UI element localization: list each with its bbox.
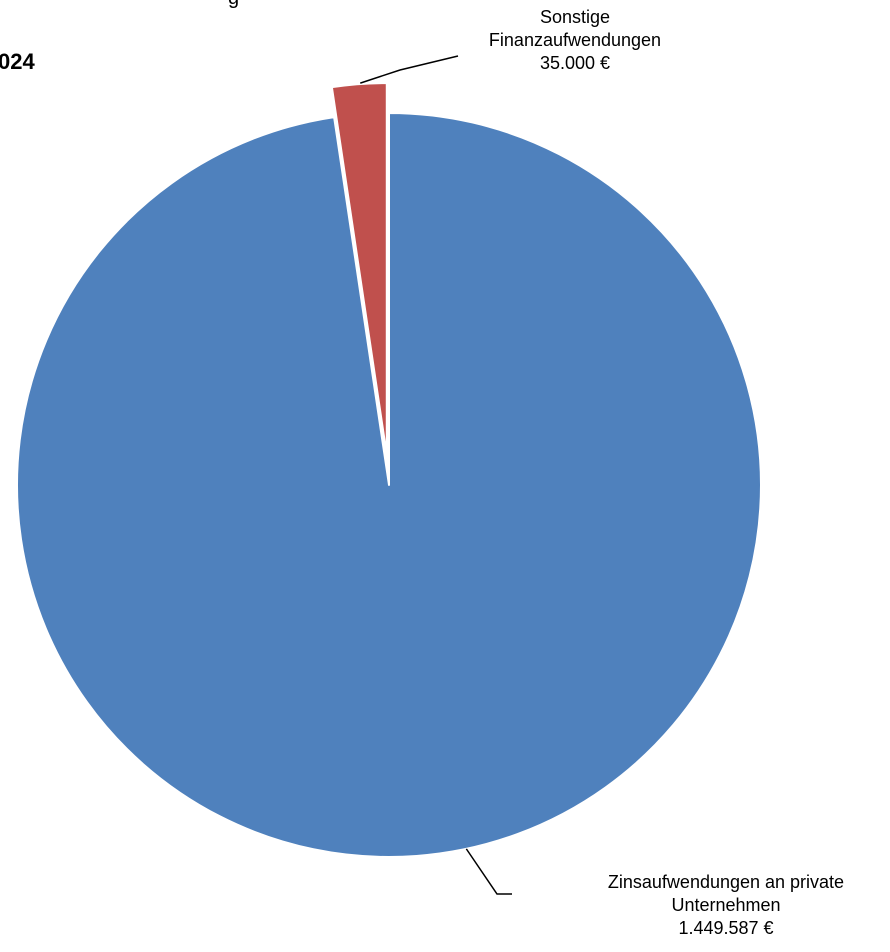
pie-slices (16, 82, 762, 858)
pie-slice-1 (330, 82, 388, 457)
data-label-line: Zinsaufwendungen an private (607, 872, 845, 892)
data-label-value: 1.449.587 € (678, 918, 774, 938)
pie-slice-0 (16, 112, 762, 858)
leader-lines (360, 55, 512, 895)
data-label-sonstige-finanzaufwendungen: Sonstige Finanzaufwendungen 35.000 € (450, 6, 700, 75)
data-label-line: Sonstige (539, 7, 611, 27)
data-label-value: 35.000 € (539, 53, 611, 73)
data-label-zinsaufwendungen: Zinsaufwendungen an private Unternehmen … (556, 871, 890, 940)
chart-title-top-fragment: g (228, 0, 242, 10)
leader-line-sonstige (360, 55, 459, 84)
leader-line-zinsaufwendungen (465, 848, 512, 895)
chart-title-fragment: 024 (0, 49, 35, 74)
data-label-line: Unternehmen (671, 895, 781, 915)
data-label-line: Finanzaufwendungen (488, 30, 662, 50)
